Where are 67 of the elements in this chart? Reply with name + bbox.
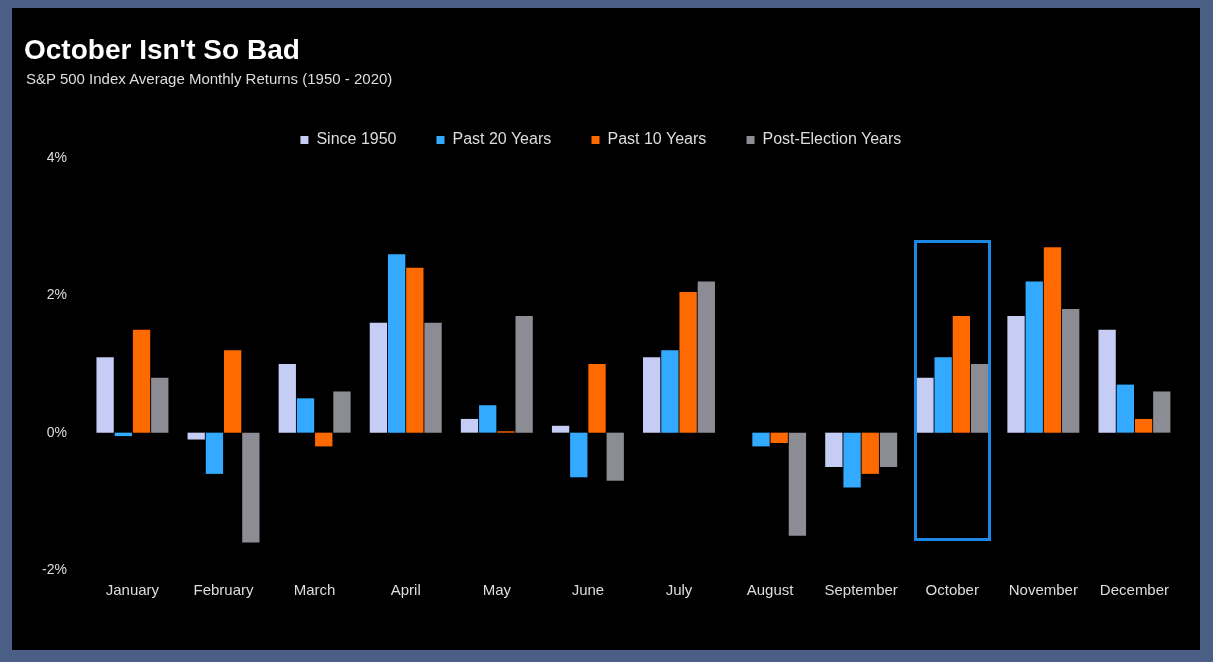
bar: [679, 291, 697, 433]
bar: [296, 398, 315, 433]
bar: [588, 364, 606, 433]
bar: [460, 418, 479, 433]
bar: [369, 322, 388, 433]
chart-subtitle: S&P 500 Index Average Monthly Returns (1950 - 2020): [26, 70, 393, 87]
legend-label: Since 1950: [316, 130, 397, 148]
y-tick-label: 0%: [46, 423, 67, 440]
bar: [770, 432, 788, 443]
bar: [242, 432, 260, 543]
bar: [387, 254, 406, 433]
bar: [1043, 247, 1062, 433]
bar: [697, 281, 715, 433]
x-tick-label: August: [746, 581, 795, 599]
y-tick-label: 2%: [46, 286, 67, 303]
bar: [1007, 315, 1025, 433]
bar: [205, 432, 224, 474]
x-tick-label: January: [105, 581, 160, 599]
x-tick-label: April: [390, 581, 421, 599]
bar: [96, 357, 114, 433]
x-tick-label: May: [482, 581, 512, 599]
bar: [661, 350, 679, 433]
bar: [278, 364, 296, 433]
bar: [843, 432, 861, 488]
bar: [643, 357, 661, 433]
y-tick-label: 4%: [46, 148, 67, 165]
legend-label: Past 10 Years: [607, 130, 707, 148]
bar: [825, 432, 843, 467]
bar: [1025, 281, 1043, 433]
bar: [151, 377, 169, 433]
bar: [479, 405, 497, 433]
bar: [952, 315, 971, 433]
legend-label: Post-Election Years: [762, 130, 902, 148]
bar: [1098, 329, 1116, 433]
legend-label: Past 20 Years: [452, 130, 552, 148]
bar: [551, 425, 570, 433]
bar: [515, 315, 533, 433]
bar: [1134, 418, 1153, 433]
bar: [970, 364, 989, 433]
bar: [788, 432, 807, 536]
bar: [424, 322, 442, 433]
x-tick-label: December: [1099, 581, 1170, 599]
bar: [916, 377, 934, 433]
bar: [315, 432, 333, 447]
x-tick-label: June: [571, 581, 605, 599]
bar: [1116, 384, 1134, 433]
y-tick-label: -2%: [41, 560, 67, 577]
bar: [406, 267, 424, 433]
x-tick-label: November: [1008, 581, 1078, 599]
bar: [132, 329, 151, 433]
bar: [861, 432, 879, 474]
bar: [1062, 309, 1080, 433]
x-tick-label: July: [665, 581, 693, 599]
bar: [606, 432, 624, 481]
bar: [333, 391, 351, 433]
x-tick-label: October: [925, 581, 979, 599]
bar: [879, 432, 898, 467]
x-tick-label: September: [824, 581, 898, 599]
bar: [570, 432, 588, 478]
bar: [223, 350, 242, 433]
x-tick-label: February: [193, 581, 255, 599]
chart-title: October Isn't So Bad: [24, 34, 300, 66]
bar: [934, 357, 952, 433]
bar: [187, 432, 205, 440]
x-tick-label: March: [293, 581, 336, 599]
bar: [752, 432, 770, 447]
bar: [1153, 391, 1171, 433]
